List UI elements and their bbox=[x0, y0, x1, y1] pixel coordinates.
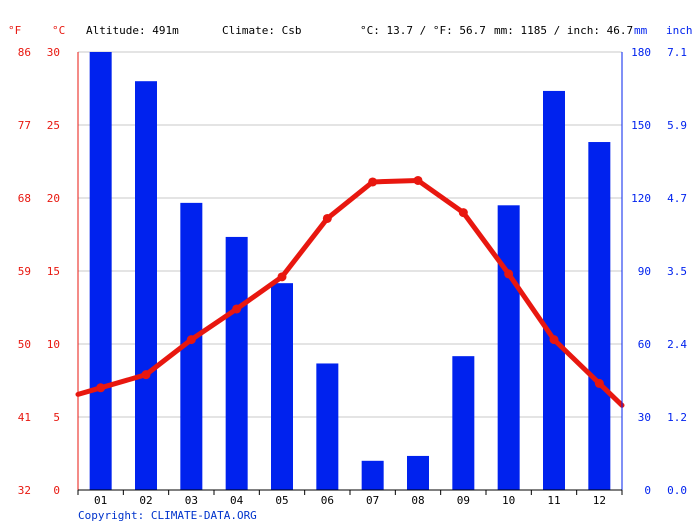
tick-label-month: 05 bbox=[275, 494, 288, 507]
temp-point-01 bbox=[96, 383, 106, 393]
precip-bar-04 bbox=[225, 236, 248, 490]
climate-label: Climate: Csb bbox=[222, 24, 301, 37]
precip-bar-02 bbox=[135, 81, 157, 490]
tick-label-inch: 4.7 bbox=[667, 192, 687, 205]
tick-label-f: 41 bbox=[18, 411, 31, 424]
tick-label-month: 09 bbox=[457, 494, 470, 507]
tick-label-inch: 2.4 bbox=[667, 338, 687, 351]
tick-label-month: 12 bbox=[593, 494, 606, 507]
precip-bar-01 bbox=[89, 52, 112, 490]
tick-label-mm: 120 bbox=[631, 192, 651, 205]
temp-point-05 bbox=[277, 272, 287, 282]
tick-label-month: 07 bbox=[366, 494, 379, 507]
tick-label-c: 15 bbox=[47, 265, 60, 278]
tick-label-mm: 0 bbox=[644, 484, 651, 497]
unit-inch: inch bbox=[666, 24, 693, 37]
copyright-label: Copyright: CLIMATE-DATA.ORG bbox=[78, 509, 257, 522]
tick-label-month: 08 bbox=[411, 494, 424, 507]
precip-bar-07 bbox=[361, 460, 384, 490]
tick-label-mm: 90 bbox=[638, 265, 651, 278]
tick-label-c: 10 bbox=[47, 338, 60, 351]
temperature-line bbox=[75, 175, 625, 408]
temp-point-11 bbox=[549, 335, 559, 345]
tick-label-c: 20 bbox=[47, 192, 60, 205]
tick-label-month: 11 bbox=[547, 494, 560, 507]
tick-label-month: 02 bbox=[139, 494, 152, 507]
temp-point-12 bbox=[594, 378, 604, 388]
precip-bar-06 bbox=[316, 363, 339, 490]
altitude-label: Altitude: 491m bbox=[86, 24, 179, 37]
temp-point-06 bbox=[322, 213, 332, 223]
tick-label-month: 10 bbox=[502, 494, 515, 507]
tick-label-inch: 1.2 bbox=[667, 411, 687, 424]
unit-mm: mm bbox=[634, 24, 648, 37]
temp-point-03 bbox=[186, 335, 196, 345]
tick-labels: 32 0 0 0.041 5 30 1.250 10 60 2.459 15 90 3.568 20 120… bbox=[18, 46, 688, 507]
temp-point-10 bbox=[504, 269, 514, 279]
temp-point-02 bbox=[141, 370, 151, 380]
unit-fahrenheit: °F bbox=[8, 24, 21, 37]
precip-bar-05 bbox=[271, 283, 293, 490]
tick-label-f: 50 bbox=[18, 338, 31, 351]
temperature-polyline bbox=[75, 177, 625, 408]
tick-label-mm: 60 bbox=[638, 338, 651, 351]
temp-point-07 bbox=[368, 177, 378, 187]
grid-lines bbox=[78, 51, 622, 418]
tick-label-f: 77 bbox=[18, 119, 31, 132]
precipitation-bars bbox=[89, 52, 611, 491]
tick-label-mm: 180 bbox=[631, 46, 651, 59]
tick-label-c: 25 bbox=[47, 119, 60, 132]
tick-label-month: 04 bbox=[230, 494, 244, 507]
tick-label-f: 68 bbox=[18, 192, 31, 205]
tick-label-inch: 3.5 bbox=[667, 265, 687, 278]
tick-label-f: 32 bbox=[18, 484, 31, 497]
tick-label-inch: 7.1 bbox=[667, 46, 687, 59]
precip-bar-11 bbox=[543, 90, 565, 490]
precip-bar-12 bbox=[588, 142, 611, 491]
tick-label-f: 59 bbox=[18, 265, 31, 278]
tick-label-mm: 30 bbox=[638, 411, 651, 424]
tick-label-month: 03 bbox=[185, 494, 198, 507]
tick-label-inch: 5.9 bbox=[667, 119, 687, 132]
tick-label-inch: 0.0 bbox=[667, 484, 687, 497]
tick-label-c: 5 bbox=[53, 411, 60, 424]
temp-point-08 bbox=[413, 175, 423, 185]
tick-label-month: 06 bbox=[321, 494, 334, 507]
precip-bar-08 bbox=[407, 455, 429, 490]
tick-label-f: 86 bbox=[18, 46, 31, 59]
precip-bar-10 bbox=[497, 205, 520, 491]
precip-bar-09 bbox=[452, 356, 475, 490]
temp-point-09 bbox=[458, 208, 468, 218]
temp-average-label: °C: 13.7 / °F: 56.7 bbox=[360, 24, 486, 37]
unit-celsius: °C bbox=[52, 24, 65, 37]
precip-total-label: mm: 1185 / inch: 46.7 bbox=[494, 24, 633, 37]
tick-label-month: 01 bbox=[94, 494, 107, 507]
precip-bar-03 bbox=[180, 202, 203, 490]
axes bbox=[77, 52, 623, 495]
tick-label-c: 0 bbox=[53, 484, 60, 497]
tick-label-c: 30 bbox=[47, 46, 60, 59]
tick-label-mm: 150 bbox=[631, 119, 651, 132]
temp-point-04 bbox=[232, 304, 242, 314]
